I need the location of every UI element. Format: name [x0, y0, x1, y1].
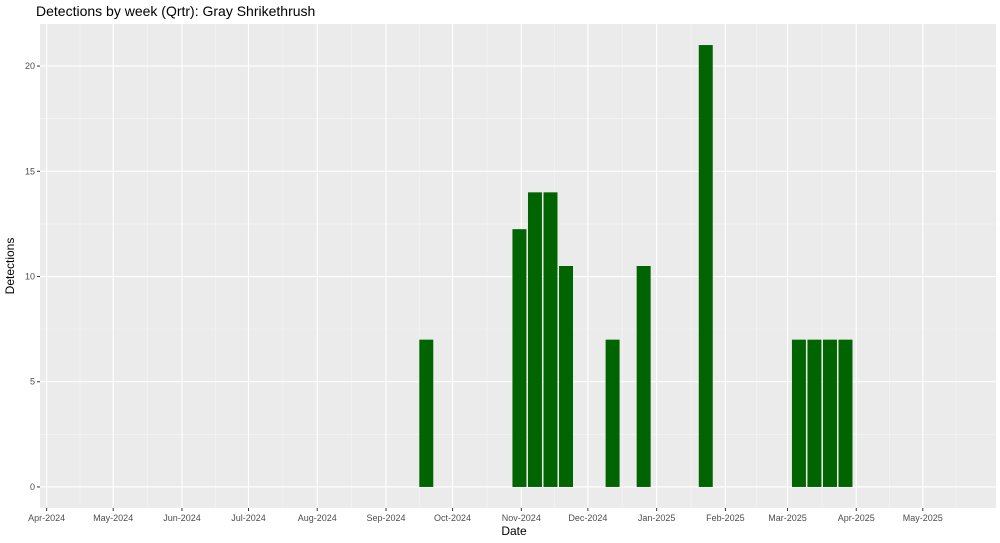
- x-tick-label: Aug-2024: [298, 513, 337, 523]
- bar: [527, 192, 542, 487]
- y-tick-label: 20: [25, 61, 35, 71]
- y-tick-label: 10: [25, 272, 35, 282]
- bar: [838, 339, 853, 487]
- y-axis: 0 5 10 15 20: [25, 61, 40, 492]
- y-tick-label: 5: [30, 377, 35, 387]
- bar: [636, 266, 651, 487]
- x-tick-label: Mar-2025: [768, 513, 807, 523]
- x-tick-label: Jul-2024: [231, 513, 266, 523]
- chart-title: Detections by week (Qrtr): Gray Shriketh…: [36, 3, 315, 19]
- x-tick-label: Apr-2025: [838, 513, 875, 523]
- bar: [807, 339, 822, 487]
- bar: [698, 45, 713, 487]
- x-tick-label: Feb-2025: [706, 513, 745, 523]
- bars: [419, 45, 853, 487]
- x-tick-label: Sep-2024: [366, 513, 405, 523]
- x-axis: Apr-2024 May-2024 Jun-2024 Jul-2024 Aug-2024…: [28, 508, 943, 523]
- x-tick-label: Dec-2024: [568, 513, 607, 523]
- bar: [559, 266, 574, 487]
- x-tick-label: Jan-2025: [638, 513, 676, 523]
- x-tick-label: May-2025: [903, 513, 943, 523]
- bar: [543, 192, 558, 487]
- bar: [605, 339, 620, 487]
- y-tick-label: 0: [30, 482, 35, 492]
- bar: [512, 229, 527, 487]
- x-tick-label: Oct-2024: [434, 513, 471, 523]
- bar: [419, 339, 434, 487]
- y-tick-label: 15: [25, 166, 35, 176]
- x-tick-label: Jun-2024: [163, 513, 201, 523]
- bar: [791, 339, 806, 487]
- bar: [822, 339, 837, 487]
- x-tick-label: Nov-2024: [502, 513, 541, 523]
- x-tick-label: Apr-2024: [28, 513, 65, 523]
- y-axis-title: Detections: [3, 238, 17, 295]
- x-tick-label: May-2024: [93, 513, 133, 523]
- x-axis-title: Date: [501, 524, 527, 538]
